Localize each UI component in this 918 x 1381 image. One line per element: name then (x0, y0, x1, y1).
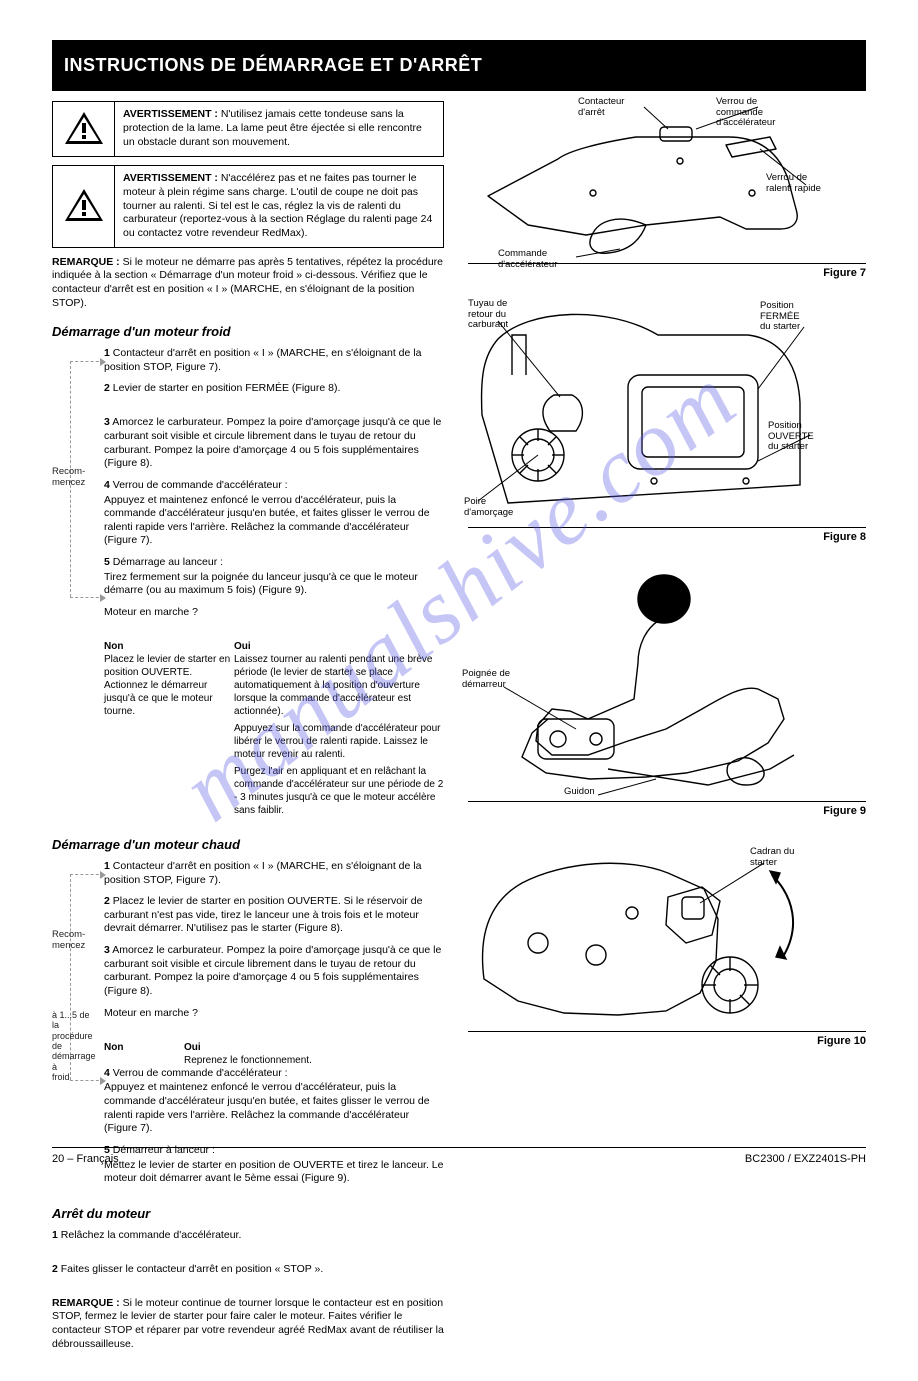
callout-choke-dial: Cadran du starter (750, 847, 794, 868)
figure-name: Figure 7 (823, 266, 866, 280)
chart-title: Démarrage d'un moteur froid (52, 324, 444, 341)
warning-text-1: AVERTISSEMENT : N'utilisez jamais cette … (115, 102, 443, 156)
figure-name: Figure 9 (823, 804, 866, 818)
warning-box-2: AVERTISSEMENT : N'accélérez pas et ne fa… (52, 165, 444, 247)
branch-no-label: Non (104, 1041, 184, 1054)
flow-branch-q: Moteur en marche ? (104, 1007, 444, 1033)
callout-choke-open: Position OUVERTE du starter (768, 421, 814, 452)
branch-yes-line: Appuyez sur la commande d'accélérateur p… (234, 722, 444, 761)
callout-throttle-lock: Verrou de commande d'accélérateur (716, 97, 775, 128)
flow-step: 2 Faites glisser le contacteur d'arrêt e… (52, 1263, 444, 1289)
callout-starter-handle: Poignée de démarreur (462, 669, 510, 690)
retry-arrow-bottom (70, 1080, 104, 1081)
flow-step: 2 Levier de starter en position FERMÉE (… (104, 382, 444, 408)
retry-label: Recom- mencez (52, 467, 96, 489)
flow-branches: Non Placez le levier de starter en posit… (104, 640, 444, 817)
callout-choke-closed: Position FERMÉE du starter (760, 301, 800, 332)
flow-step: 5 Démarrage au lanceur :Tirez fermement … (104, 556, 444, 598)
retry-arrow-top (70, 874, 104, 875)
flow-step: 4 Verrou de commande d'accélérateur :App… (104, 479, 444, 548)
flow-step: 3 Amorcez le carburateur. Pompez la poir… (104, 944, 444, 999)
retry-arrow-top (70, 361, 104, 362)
figure-name: Figure 8 (823, 530, 866, 544)
branch-yes-label: Oui (234, 640, 444, 653)
figure-name: Figure 10 (817, 1034, 866, 1048)
flow-step: 3 Amorcez le carburateur. Pompez la poir… (104, 416, 444, 471)
flow-step: 1 Contacteur d'arrêt en position « I » (… (104, 347, 444, 374)
branch-no-text: Placez le levier de starter en position … (104, 653, 234, 718)
callout-stop-switch: Contacteur d'arrêt (578, 97, 624, 118)
flow-branches: Non Oui Reprenez le fonctionnement. (104, 1041, 444, 1067)
flow-branch-q: Moteur en marche ? (104, 606, 444, 632)
callout-throttle: Commande d'accélérateur (498, 249, 557, 270)
branch-no-label: Non (104, 640, 234, 653)
callout-handlebar: Guidon (564, 787, 595, 797)
warning-box-1: AVERTISSEMENT : N'utilisez jamais cette … (52, 101, 444, 157)
cold-start-chart: Démarrage d'un moteur froid Recom- mence… (52, 324, 444, 817)
page-footer: 20 – Français BC2300 / EXZ2401S-PH (52, 1147, 866, 1166)
branch-yes-line: Purgez l'air en appliquant et en relâcha… (234, 765, 444, 817)
branch-yes-text: Reprenez le fonctionnement. (184, 1054, 444, 1067)
figure-7: Contacteur d'arrêt Verrou de commande d'… (468, 101, 866, 291)
branch-yes-line: Laissez tourner au ralenti pendant une b… (234, 653, 444, 718)
callout-return-line: Tuyau de retour du carburant (468, 299, 508, 330)
retry-arrow-bottom (70, 597, 104, 598)
section-title-bar: INSTRUCTIONS DE DÉMARRAGE ET D'ARRÊT (52, 40, 866, 91)
warm-start-chart: Démarrage d'un moteur chaud Recom- mence… (52, 837, 444, 1186)
callout-fast-idle: Verrou de ralenti rapide (766, 173, 821, 194)
stop-note: REMARQUE : Si le moteur continue de tour… (52, 1297, 444, 1352)
retry-label-lower: à 1...5 de la procédure de démarrage à f… (52, 1010, 96, 1082)
figure-9: Poignée de démarreur Guidon Figure 9 (468, 569, 866, 829)
note-block: REMARQUE : Si le moteur ne démarre pas a… (52, 256, 444, 311)
footer-left: 20 – Français (52, 1152, 119, 1166)
page: INSTRUCTIONS DE DÉMARRAGE ET D'ARRÊT AVE… (0, 0, 918, 1381)
branch-yes-label: Oui (184, 1041, 444, 1054)
warning-icon (53, 166, 115, 246)
warning-heading: AVERTISSEMENT : (123, 172, 218, 184)
warning-text-2: AVERTISSEMENT : N'accélérez pas et ne fa… (115, 166, 443, 246)
flow-step: 1 Contacteur d'arrêt en position « I » (… (104, 860, 444, 887)
retry-label-upper: Recom- mencez (52, 930, 96, 952)
flow-step: 1 Relâchez la commande d'accélérateur. (52, 1229, 444, 1255)
figure-8: Tuyau de retour du carburant Poire d'amo… (468, 305, 866, 555)
warning-icon (53, 102, 115, 156)
flow-step: 4 Verrou de commande d'accélérateur :App… (104, 1067, 444, 1136)
callout-primer: Poire d'amorçage (464, 497, 513, 518)
chart-title: Démarrage d'un moteur chaud (52, 837, 444, 854)
figure-10: Cadran du starter Figure 10 (468, 843, 866, 1053)
note-label: REMARQUE : (52, 256, 120, 268)
flow-step: 2 Placez le levier de starter en positio… (104, 895, 444, 936)
footer-right: BC2300 / EXZ2401S-PH (745, 1152, 866, 1166)
chart-title: Arrêt du moteur (52, 1206, 444, 1223)
note-label: REMARQUE : (52, 1297, 120, 1309)
warning-heading: AVERTISSEMENT : (123, 108, 218, 120)
stop-engine-section: Arrêt du moteur 1 Relâchez la commande d… (52, 1206, 444, 1351)
